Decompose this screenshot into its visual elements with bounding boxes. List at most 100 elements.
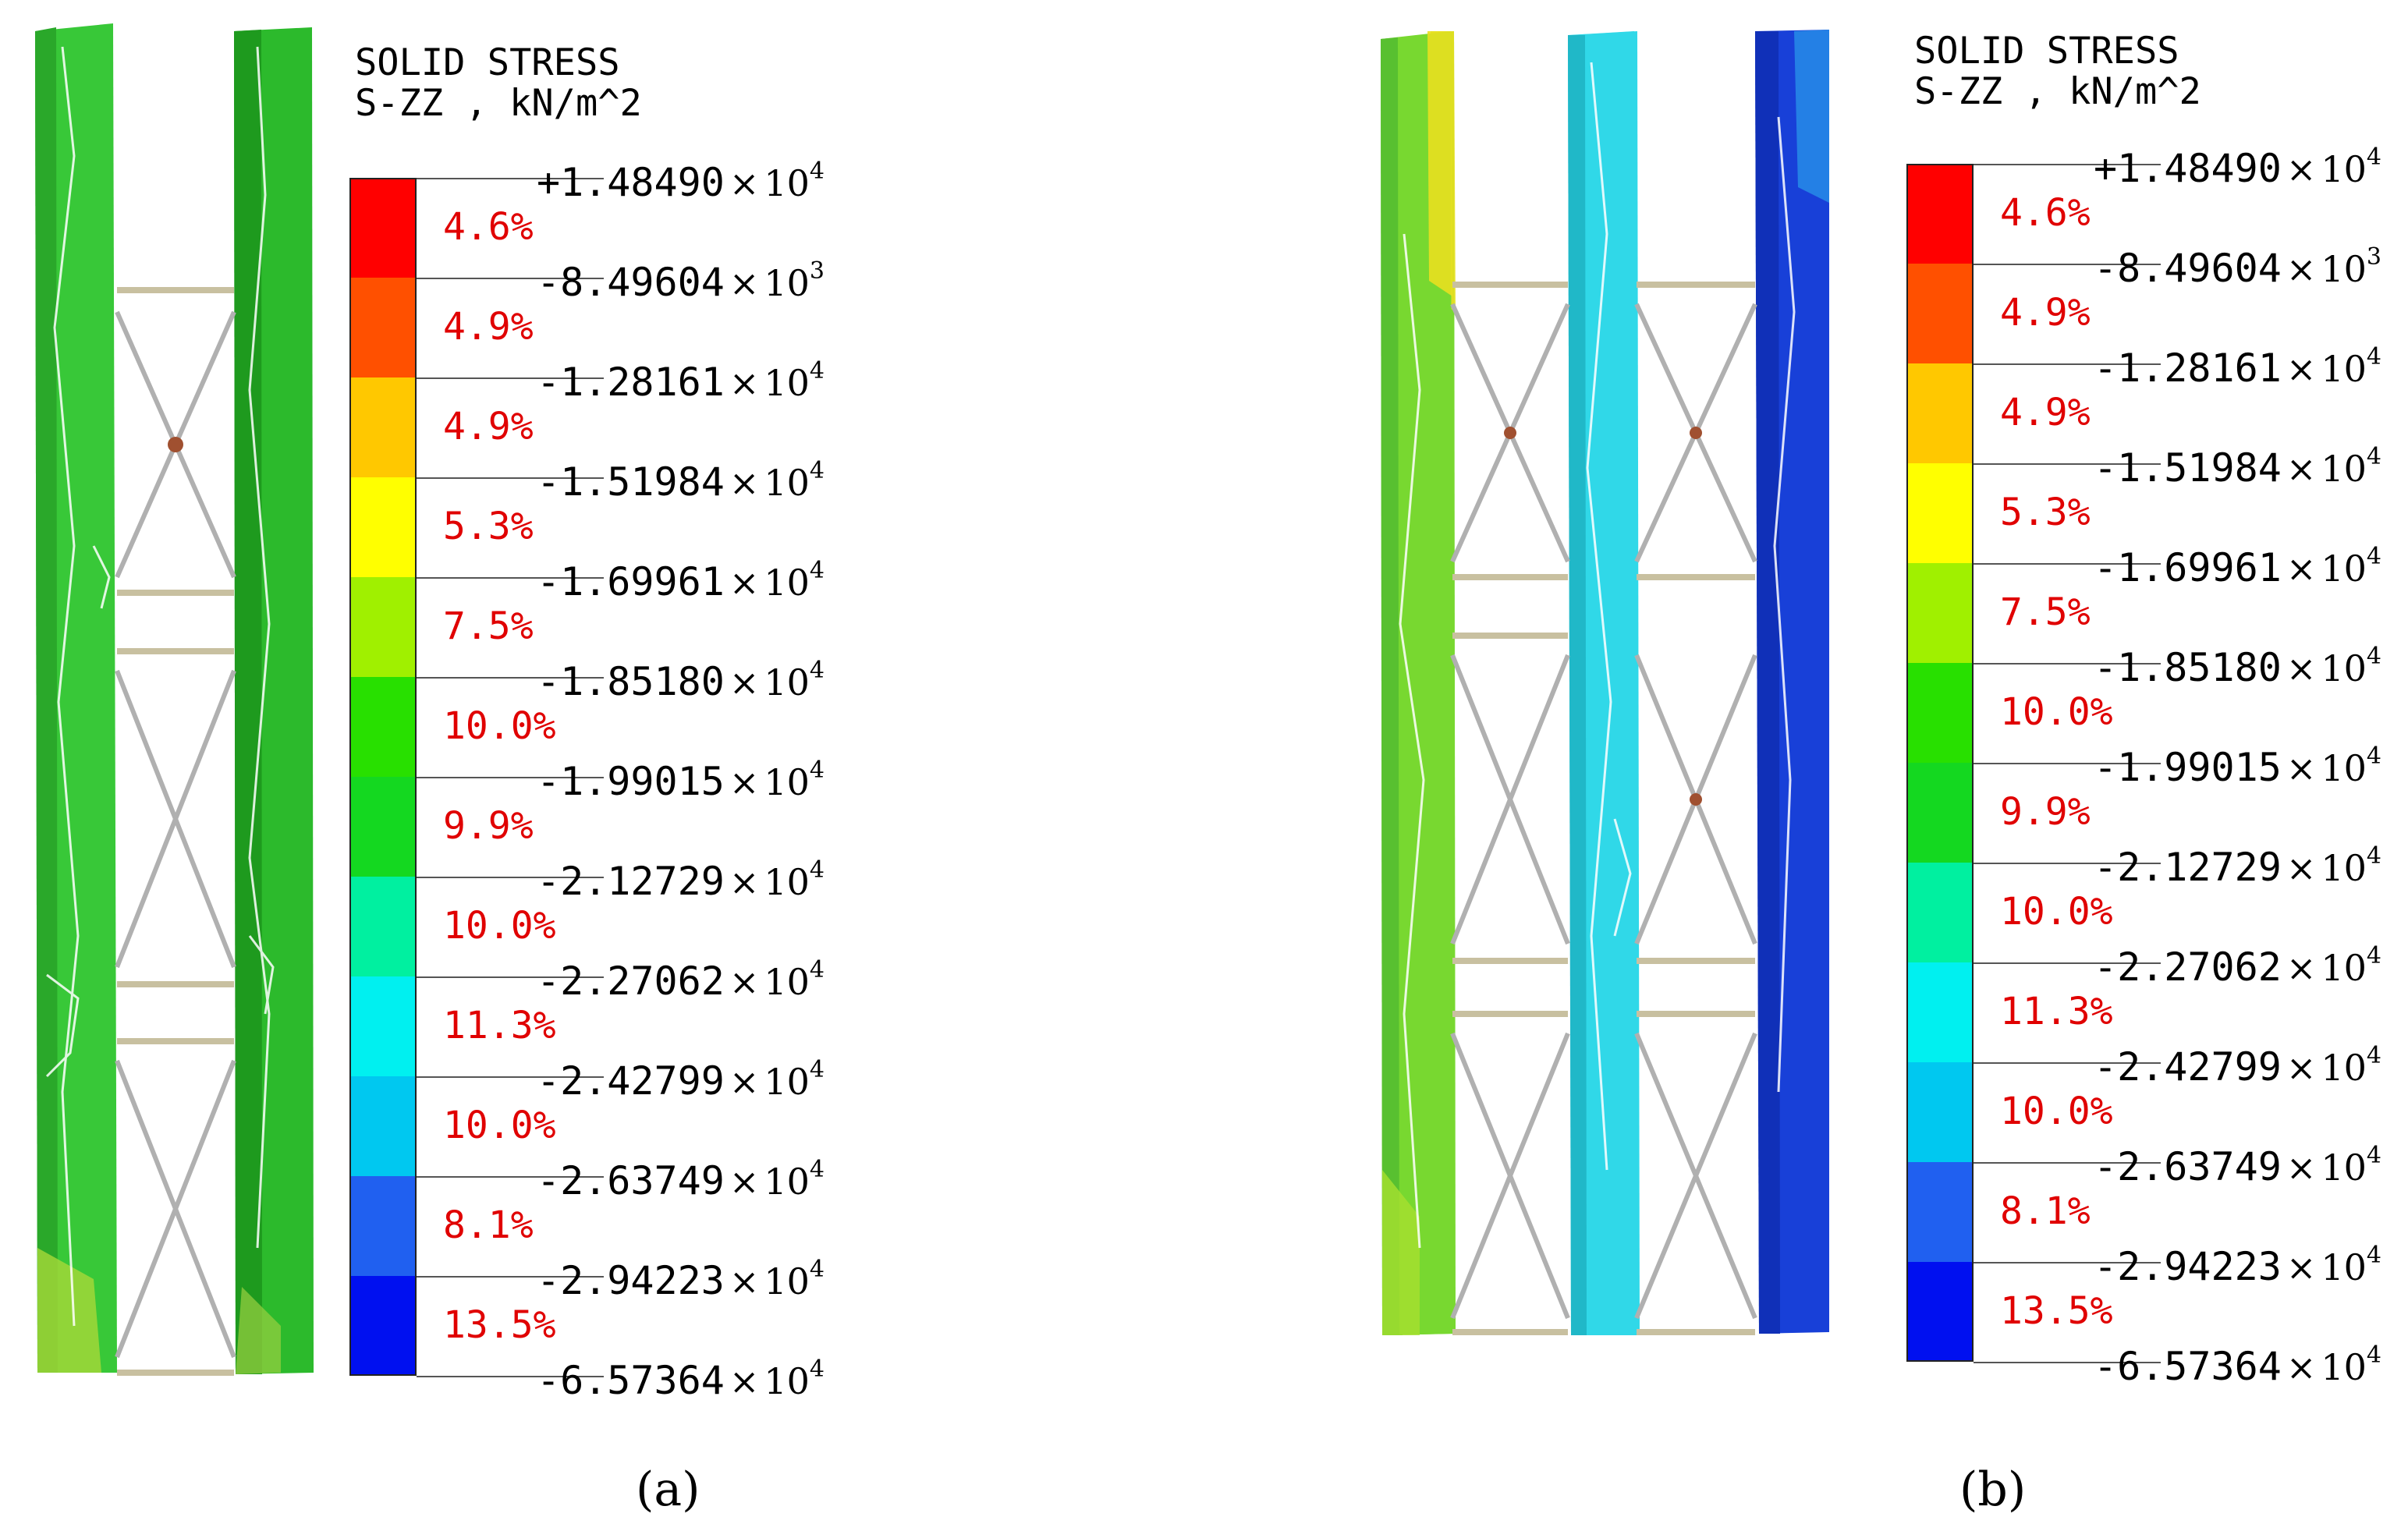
legend-band [1906,164,1974,264]
legend-percent: 11.3% [443,1004,556,1047]
legend-band [1906,1062,1974,1162]
legend-tick-label: -2.63749 × 104 [2094,1142,2382,1189]
legend-tick-label: -1.69961 × 104 [2094,543,2382,590]
legend-percent: 10.0% [443,1104,556,1147]
legend-percent: 13.5% [2000,1289,2113,1333]
legend-tick-label: -1.51984 × 104 [537,457,825,505]
legend-percent: 7.5% [2000,590,2091,634]
legend-band [1906,763,1974,863]
legend-band [349,976,417,1076]
legend-percent: 4.6% [443,205,534,249]
legend-band [349,377,417,477]
caption: (a) [636,1462,700,1517]
legend-tick-label: -2.94223 × 104 [2094,1242,2382,1289]
legend-tick-label: -2.12729 × 104 [537,856,825,904]
legend-percent: 8.1% [2000,1189,2091,1233]
legend-tick-label: -1.85180 × 104 [537,657,825,704]
legend-band [1906,563,1974,663]
legend-tick-line [1974,463,2161,465]
legend-tick-label: -2.94223 × 104 [537,1256,825,1303]
legend-percent: 4.9% [2000,391,2091,434]
legend-band [1906,363,1974,463]
legend-band [1906,962,1974,1062]
legend-tick-line [417,1376,604,1377]
legend-percent: 10.0% [2000,890,2113,934]
legend-band [1906,264,1974,363]
legend-tick-line [1974,1162,2161,1164]
legend-tick-label: +1.48490 × 104 [2094,144,2382,191]
legend-tick-label: -1.85180 × 104 [2094,643,2382,690]
legend-band [349,577,417,677]
diagonal-braces [115,310,236,1359]
legend-percent: 13.5% [443,1303,556,1347]
legend-tick-line [1974,1362,2161,1363]
legend-tick-label: +1.48490 × 104 [537,158,825,205]
legend-band [1906,463,1974,563]
legend-percent: 5.3% [443,505,534,548]
legend-tick-label: -2.27062 × 104 [537,956,825,1004]
legend-percent: 4.9% [443,405,534,448]
legend-percent: 11.3% [2000,990,2113,1033]
legend-tick-line [417,577,604,579]
legend-tick-line [1974,164,2161,165]
legend-tick-line [417,877,604,878]
legend-tick-line [417,777,604,778]
legend-tick-line [1974,563,2161,565]
legend-tick-label: -1.28161 × 104 [2094,343,2382,391]
legend-band [349,777,417,877]
legend-band [1906,863,1974,962]
legend-tick-label: -1.51984 × 104 [2094,443,2382,491]
legend-band [349,1276,417,1376]
legend-tick-label: -2.12729 × 104 [2094,842,2382,890]
legend-band [349,278,417,377]
legend-percent: 8.1% [443,1203,534,1247]
legend-percent: 7.5% [443,604,534,648]
legend-percent: 10.0% [2000,690,2113,734]
legend-tick-label: -2.42799 × 104 [537,1056,825,1104]
legend-tick-line [1974,763,2161,764]
legend-tick-line [417,677,604,679]
legend-tick-label: -1.99015 × 104 [537,757,825,804]
legend-percent: 4.9% [2000,291,2091,335]
legend-tick-line [1974,1262,2161,1263]
legend-percent: 4.6% [2000,191,2091,235]
structure-model-b-detail [1381,30,1829,1335]
legend-tick-line [417,1076,604,1078]
legend-title: SOLID STRESS S-ZZ , kN/m^2 [355,41,642,125]
panel-a: SOLID STRESS S-ZZ , kN/m^2 4.6% 4.9% 4.9% 5… [35,23,825,1517]
legend-band [349,677,417,777]
legend-tick-line [417,278,604,279]
legend-percent: 9.9% [2000,790,2091,834]
legend-tick-line [417,976,604,978]
legend-tick-line [417,1276,604,1278]
legend-tick-label: -8.49604 × 103 [2094,243,2382,291]
legend-tick-label: -8.49604 × 103 [537,257,825,305]
legend-band [349,477,417,577]
legend-band [349,1076,417,1176]
legend-band [349,178,417,278]
legend-band [1906,1162,1974,1262]
caption: (b) [1959,1462,2027,1517]
legend-tick-line [1974,363,2161,365]
legend-tick-line [417,1176,604,1178]
legend-tick-label: -6.57364 × 104 [2094,1341,2382,1389]
legend-tick-label: -6.57364 × 104 [537,1356,825,1403]
legend-tick-line [1974,264,2161,265]
legend-title: SOLID STRESS S-ZZ , kN/m^2 [1914,30,2201,113]
legend-tick-line [1974,663,2161,664]
legend-percent: 4.9% [443,305,534,349]
legend-tick-label: -1.28161 × 104 [537,357,825,405]
legend-percent: 9.9% [443,804,534,848]
legend-band [349,877,417,976]
legend-band [349,1176,417,1276]
legend-band [1906,663,1974,763]
legend-tick-label: -1.99015 × 104 [2094,742,2382,790]
legend-tick-line [417,477,604,479]
legend-percent: 5.3% [2000,491,2091,534]
legend-tick-line [1974,863,2161,864]
structure-model-a [35,23,314,1376]
legend-tick-label: -1.69961 × 104 [537,557,825,604]
legend-percent: 10.0% [2000,1090,2113,1133]
legend-tick-line [417,377,604,379]
legend-percent: 10.0% [443,904,556,948]
